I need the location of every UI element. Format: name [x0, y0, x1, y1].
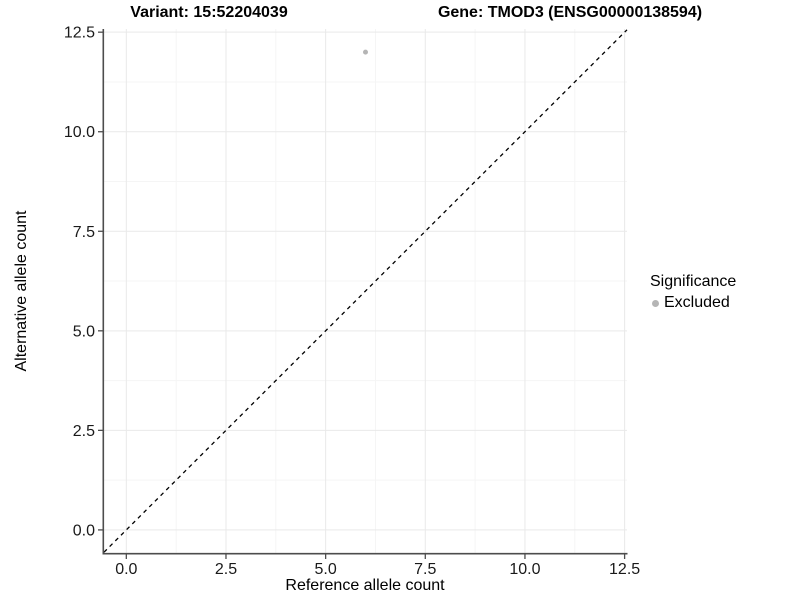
x-tick-label: 10.0: [509, 561, 540, 578]
x-tick-label: 0.0: [115, 561, 137, 578]
y-tick-label: 7.5: [73, 224, 95, 241]
y-tick-label: 0.0: [73, 522, 95, 539]
data-point: [363, 49, 368, 55]
x-tick-label: 5.0: [315, 561, 337, 578]
tick-marks: [98, 31, 626, 559]
y-tick-label: 12.5: [64, 25, 95, 42]
y-tick-label: 10.0: [64, 124, 95, 141]
legend: Significance Excluded: [650, 273, 736, 312]
x-tick-label: 7.5: [414, 561, 436, 578]
x-tick-label: 2.5: [215, 561, 237, 578]
axis-lines: [102, 29, 628, 555]
y-tick-labels: 0.0 2.5 5.0 7.5 10.0 12.5: [64, 25, 95, 540]
identity-reference-line: [103, 29, 628, 553]
x-tick-label: 12.5: [609, 561, 640, 578]
legend-item-label: Excluded: [664, 294, 730, 311]
y-tick-label: 2.5: [73, 423, 95, 440]
major-gridlines: [104, 29, 627, 553]
y-tick-label: 5.0: [73, 323, 95, 340]
data-points: [363, 49, 368, 55]
minor-gridlines: [104, 29, 627, 553]
legend-item: Excluded: [650, 294, 736, 312]
y-axis-title: Alternative allele count: [13, 210, 30, 372]
plot-title-variant: Variant: 15:52204039: [130, 4, 288, 21]
legend-point-icon: [652, 299, 659, 307]
x-tick-labels: 0.0 2.5 5.0 7.5 10.0 12.5: [115, 561, 640, 578]
legend-title: Significance: [650, 273, 737, 290]
x-axis-title: Reference allele count: [285, 577, 445, 594]
plot-title-gene: Gene: TMOD3 (ENSG00000138594): [437, 4, 703, 21]
